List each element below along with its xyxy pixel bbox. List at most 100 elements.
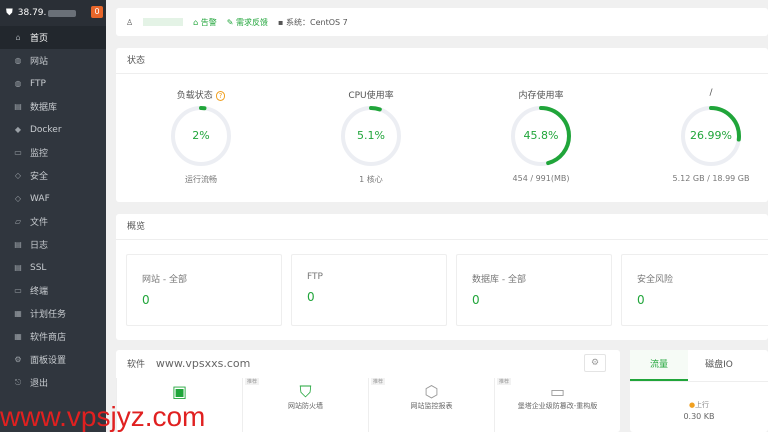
software-label: 堡塔企业级防篡改-重构版 bbox=[517, 402, 598, 410]
feedback-link[interactable]: ✎ 需求反馈 bbox=[226, 17, 269, 27]
gauge-sub: 运行流畅 bbox=[185, 175, 217, 184]
software-item-1[interactable]: 推荐 ⛉ 网站防火墙 bbox=[242, 378, 368, 432]
gauge-ring bbox=[511, 106, 571, 166]
status-title: 状态 bbox=[116, 48, 768, 74]
watermark: www.vpsjyz.com bbox=[0, 401, 206, 432]
grid-icon: ▦ bbox=[14, 332, 22, 341]
upload-label: 上行 bbox=[695, 401, 710, 409]
feedback-label: 需求反馈 bbox=[236, 17, 269, 27]
upload-dot-icon: ● bbox=[688, 401, 696, 409]
software-item-3[interactable]: 推荐 ▭ 堡塔企业级防篡改-重构版 bbox=[494, 378, 620, 432]
sidebar-item-label: 日志 bbox=[30, 241, 49, 251]
sidebar-item-label: 安全 bbox=[30, 172, 49, 182]
overview-label: 安全风险 bbox=[637, 275, 674, 285]
sidebar-item-14[interactable]: ⚙ 面板设置 bbox=[0, 348, 106, 371]
notification-badge[interactable]: 0 bbox=[91, 6, 103, 18]
software-label: 网站监控报表 bbox=[410, 402, 453, 410]
software-site: www.vpsxxs.com bbox=[155, 357, 251, 370]
sidebar-item-1[interactable]: ◍ 网站 bbox=[0, 49, 106, 72]
software-settings-button[interactable]: ⚙ bbox=[584, 354, 606, 372]
gauge-ring bbox=[171, 106, 231, 166]
sidebar-item-13[interactable]: ▦ 软件商店 bbox=[0, 325, 106, 348]
user-icon: ♙ bbox=[126, 17, 134, 27]
overview-card: 概览 网站 - 全部 0 FTP 0 数据库 - 全部 0 安全风险 0 bbox=[116, 214, 768, 340]
overview-value: 0 bbox=[472, 293, 480, 307]
sidebar-item-4[interactable]: ◆ Docker bbox=[0, 118, 106, 141]
logo-icon: ⛊ bbox=[6, 8, 13, 18]
sidebar-item-12[interactable]: ▦ 计划任务 bbox=[0, 302, 106, 325]
overview-item-1[interactable]: FTP 0 bbox=[291, 254, 447, 326]
overview-item-3[interactable]: 安全风险 0 bbox=[621, 254, 768, 326]
gauge-value: 5.1% bbox=[357, 129, 385, 142]
alert-label: 告警 bbox=[200, 17, 217, 27]
sidebar-item-label: FTP bbox=[30, 78, 46, 89]
sidebar-item-label: 首页 bbox=[30, 34, 49, 44]
system-info: ▪ 系统：CentOS 7 bbox=[278, 17, 348, 27]
gauge-label: CPU使用率 bbox=[348, 91, 394, 101]
software-icon: ⬡ bbox=[424, 382, 439, 401]
gauge-label: / bbox=[709, 88, 713, 98]
folder-icon: ▱ bbox=[14, 217, 22, 226]
sidebar-item-label: 终端 bbox=[30, 287, 49, 297]
sidebar-item-label: SSL bbox=[30, 262, 47, 273]
sidebar-item-label: Docker bbox=[30, 124, 62, 135]
software-icon: ▭ bbox=[549, 382, 566, 401]
recommend-tag: 推荐 bbox=[497, 378, 512, 385]
sidebar-item-label: 数据库 bbox=[30, 103, 58, 113]
gauge-value: 26.99% bbox=[690, 129, 732, 142]
sidebar-item-9[interactable]: ▤ 日志 bbox=[0, 233, 106, 256]
sidebar-item-0[interactable]: ⌂ 首页 bbox=[0, 26, 106, 49]
logout-icon: ⎋ bbox=[14, 377, 22, 387]
alert-link[interactable]: ⌂ 告警 bbox=[193, 17, 217, 27]
sidebar-item-label: 退出 bbox=[30, 379, 49, 389]
sidebar-item-label: 软件商店 bbox=[30, 333, 67, 343]
tab-disk-io[interactable]: 磁盘IO bbox=[705, 360, 733, 370]
header-bar: ♙ ⌂ 告警 ✎ 需求反馈 ▪ 系统：CentOS 7 bbox=[116, 8, 768, 36]
gear-icon: ⚙ bbox=[14, 355, 22, 364]
database-icon: ▤ bbox=[14, 102, 22, 111]
sidebar-item-6[interactable]: ◇ 安全 bbox=[0, 164, 106, 187]
waf-icon: ◇ bbox=[14, 194, 22, 203]
overview-item-0[interactable]: 网站 - 全部 0 bbox=[126, 254, 282, 326]
software-item-0[interactable]: ▣ bbox=[116, 378, 242, 432]
sidebar-item-11[interactable]: ▭ 终端 bbox=[0, 279, 106, 302]
gauge-fill bbox=[341, 106, 401, 166]
sidebar-item-8[interactable]: ▱ 文件 bbox=[0, 210, 106, 233]
gauge-ring bbox=[681, 106, 741, 166]
sidebar-item-5[interactable]: ▭ 监控 bbox=[0, 141, 106, 164]
overview-value: 0 bbox=[637, 293, 645, 307]
sidebar-item-label: WAF bbox=[30, 193, 50, 204]
sidebar-item-2[interactable]: ◍ FTP bbox=[0, 72, 106, 95]
software-item-2[interactable]: 推荐 ⬡ 网站监控报表 bbox=[368, 378, 494, 432]
gauge-ring bbox=[341, 106, 401, 166]
gauge-fill bbox=[511, 106, 571, 166]
overview-title: 概览 bbox=[116, 214, 768, 240]
sidebar-item-15[interactable]: ⎋ 退出 bbox=[0, 371, 106, 394]
software-icon: ⛉ bbox=[299, 382, 312, 401]
sidebar-item-label: 计划任务 bbox=[30, 310, 67, 320]
calendar-icon: ▦ bbox=[14, 309, 22, 318]
software-title: 软件 bbox=[127, 360, 146, 370]
sidebar-item-7[interactable]: ◇ WAF bbox=[0, 187, 106, 210]
globe-icon: ◍ bbox=[14, 56, 22, 65]
gauge-value: 2% bbox=[192, 129, 210, 142]
sidebar: ⛊ 38.79. 0 ⌂ 首页 ◍ 网站 ◍ FTP ▤ 数据库 ◆ Docker ▭ 监控 ◇ 安全 ◇ W… bbox=[0, 0, 106, 432]
log-icon: ▤ bbox=[14, 240, 22, 249]
ssl-icon: ▤ bbox=[14, 263, 22, 272]
system-label: 系统：CentOS 7 bbox=[286, 17, 348, 27]
software-icon: ▣ bbox=[171, 382, 188, 401]
sidebar-item-10[interactable]: ▤ SSL bbox=[0, 256, 106, 279]
gauge-sub: 454 / 991(MB) bbox=[512, 174, 570, 183]
sidebar-item-label: 网站 bbox=[30, 57, 49, 67]
sidebar-item-3[interactable]: ▤ 数据库 bbox=[0, 95, 106, 118]
overview-label: 网站 - 全部 bbox=[142, 275, 187, 285]
tab-traffic[interactable]: 流量 bbox=[630, 350, 688, 381]
gauge-value: 45.8% bbox=[523, 129, 559, 142]
sidebar-item-label: 文件 bbox=[30, 218, 49, 228]
recommend-tag: 推荐 bbox=[371, 378, 386, 385]
gauge-label: 内存使用率 bbox=[518, 91, 564, 101]
overview-item-2[interactable]: 数据库 - 全部 0 bbox=[456, 254, 612, 326]
terminal-icon: ▭ bbox=[14, 286, 22, 295]
help-icon[interactable]: ? bbox=[215, 91, 226, 101]
sidebar-item-label: 监控 bbox=[30, 149, 49, 159]
